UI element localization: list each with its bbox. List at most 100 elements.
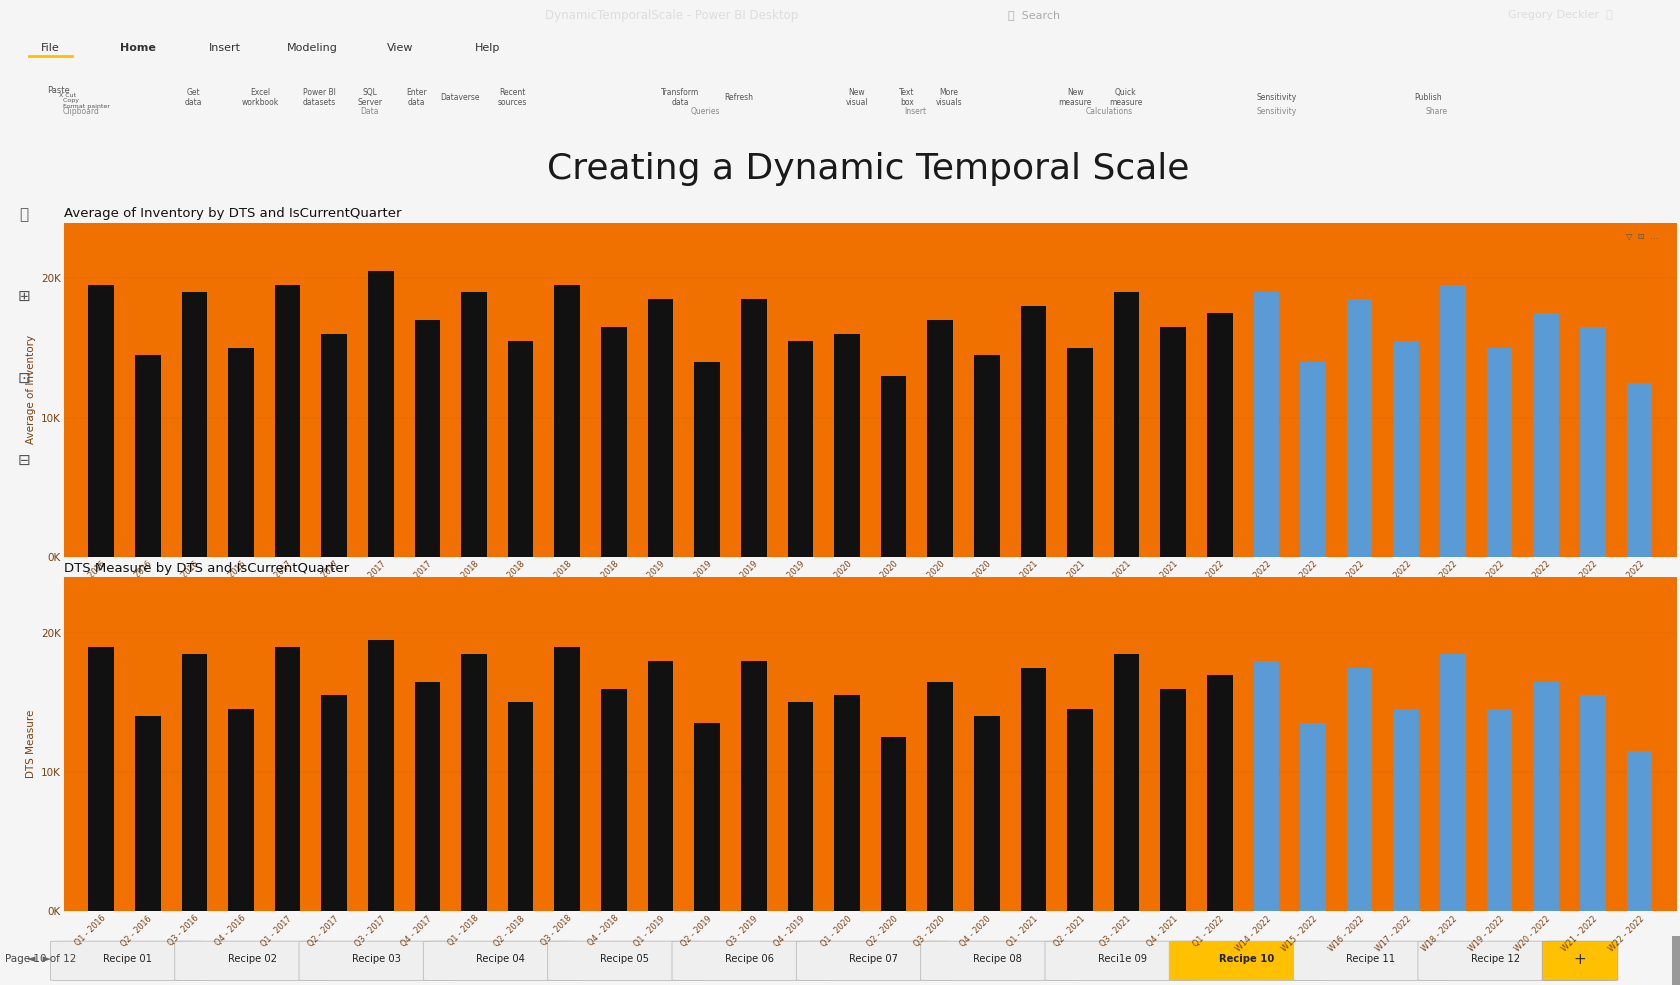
Bar — [181, 654, 207, 911]
FancyBboxPatch shape — [299, 942, 454, 981]
Bar — [1626, 383, 1651, 557]
Bar — [601, 689, 627, 911]
Bar — [1161, 689, 1186, 911]
Text: Quick
measure: Quick measure — [1109, 88, 1142, 107]
Bar — [1067, 709, 1092, 911]
Bar — [927, 320, 953, 557]
Text: Publish: Publish — [1415, 93, 1441, 101]
FancyBboxPatch shape — [1294, 942, 1448, 981]
Bar — [1534, 682, 1559, 911]
Bar — [1487, 348, 1512, 557]
Bar — [134, 355, 161, 557]
Text: Insert: Insert — [208, 42, 242, 52]
Bar — [1487, 709, 1512, 911]
Text: Creating a Dynamic Temporal Scale: Creating a Dynamic Temporal Scale — [546, 153, 1189, 186]
Text: Transform
data: Transform data — [662, 88, 699, 107]
Bar — [1440, 654, 1465, 911]
Text: Get
data: Get data — [185, 88, 202, 107]
Bar — [1440, 286, 1465, 557]
Bar — [1114, 293, 1139, 557]
Text: Recipe 06: Recipe 06 — [724, 954, 774, 964]
Bar — [554, 286, 580, 557]
Text: Recipe 11: Recipe 11 — [1346, 954, 1396, 964]
Text: Refresh: Refresh — [724, 93, 754, 101]
Bar — [1393, 709, 1420, 911]
Bar — [89, 286, 114, 557]
Bar — [368, 272, 393, 557]
Text: Recipe 04: Recipe 04 — [475, 954, 526, 964]
Text: Dataverse: Dataverse — [440, 93, 480, 101]
Text: Power BI
datasets: Power BI datasets — [302, 88, 336, 107]
Bar — [228, 709, 254, 911]
Bar — [1626, 752, 1651, 911]
Text: Recent
sources: Recent sources — [497, 88, 528, 107]
Text: Page 10 of 12: Page 10 of 12 — [5, 954, 76, 964]
Text: Recipe 01: Recipe 01 — [102, 954, 153, 964]
Text: Home: Home — [119, 42, 156, 52]
FancyBboxPatch shape — [1169, 942, 1324, 981]
Bar — [1206, 675, 1233, 911]
Text: ⊡: ⊡ — [17, 371, 30, 386]
Bar — [833, 334, 860, 557]
FancyBboxPatch shape — [796, 942, 951, 981]
Bar — [507, 341, 534, 557]
Text: More
visuals: More visuals — [936, 88, 963, 107]
Text: Recipe 12: Recipe 12 — [1470, 954, 1520, 964]
Text: ⊟: ⊟ — [17, 453, 30, 468]
Text: Sensitivity: Sensitivity — [1257, 107, 1297, 116]
Bar — [1534, 313, 1559, 557]
FancyBboxPatch shape — [1418, 942, 1572, 981]
Bar — [788, 341, 813, 557]
Bar — [880, 376, 907, 557]
Text: New
visual: New visual — [845, 88, 869, 107]
Text: ⌕  Search: ⌕ Search — [1008, 10, 1060, 21]
Bar — [880, 737, 907, 911]
Bar — [134, 716, 161, 911]
Text: New
measure: New measure — [1058, 88, 1092, 107]
Bar — [1067, 348, 1092, 557]
Text: Average of Inventory by DTS and IsCurrentQuarter: Average of Inventory by DTS and IsCurren… — [64, 207, 402, 221]
Text: Reci1e 09: Reci1e 09 — [1097, 954, 1147, 964]
FancyBboxPatch shape — [50, 942, 205, 981]
Bar — [648, 661, 674, 911]
Text: File: File — [40, 42, 60, 52]
Bar — [741, 299, 766, 557]
Text: Recipe 10: Recipe 10 — [1220, 954, 1273, 964]
Bar — [601, 327, 627, 557]
Y-axis label: DTS Measure: DTS Measure — [25, 710, 35, 778]
Bar — [648, 299, 674, 557]
Bar — [1393, 341, 1420, 557]
Bar — [1672, 936, 1680, 985]
Text: Text
box: Text box — [899, 88, 916, 107]
Bar — [321, 695, 348, 911]
FancyBboxPatch shape — [672, 942, 827, 981]
Text: ▽  ⊡  …: ▽ ⊡ … — [1626, 232, 1658, 241]
Text: Recipe 07: Recipe 07 — [848, 954, 899, 964]
Text: Recipe 02: Recipe 02 — [227, 954, 277, 964]
Text: Calculations: Calculations — [1085, 107, 1132, 116]
Text: Excel
workbook: Excel workbook — [242, 88, 279, 107]
Bar — [1253, 293, 1278, 557]
Bar — [1020, 668, 1047, 911]
Bar — [1347, 668, 1373, 911]
Bar — [1347, 299, 1373, 557]
Bar — [1579, 327, 1606, 557]
Text: ◄  ►: ◄ ► — [27, 954, 50, 964]
Text: Recipe 08: Recipe 08 — [973, 954, 1023, 964]
Bar — [974, 355, 1000, 557]
FancyBboxPatch shape — [1045, 942, 1200, 981]
Bar — [415, 682, 440, 911]
Bar — [276, 286, 301, 557]
Bar — [228, 348, 254, 557]
Bar — [507, 702, 534, 911]
Text: Paste: Paste — [47, 86, 71, 95]
Bar — [1161, 327, 1186, 557]
Text: Clipboard: Clipboard — [62, 107, 99, 116]
Text: Enter
data: Enter data — [407, 88, 427, 107]
Text: 📊: 📊 — [18, 207, 29, 222]
Text: Gregory Deckler  ⧆: Gregory Deckler ⧆ — [1509, 10, 1613, 21]
Bar — [694, 361, 721, 557]
Bar — [1300, 723, 1326, 911]
Text: Data: Data — [360, 107, 380, 116]
Bar — [368, 640, 393, 911]
